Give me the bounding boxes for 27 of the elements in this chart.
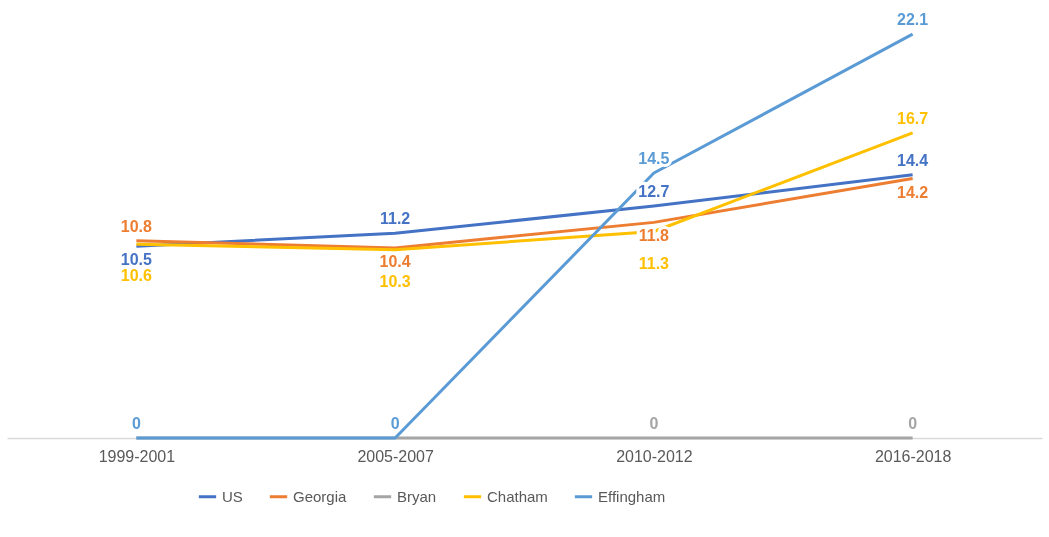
- data-label: 14.5: [638, 150, 670, 168]
- x-tick-label: 1999-2001: [98, 447, 176, 465]
- legend-label: Georgia: [293, 487, 348, 505]
- legend-label: US: [222, 487, 243, 505]
- data-label: 22.1: [897, 11, 929, 29]
- data-label: 0: [908, 415, 918, 432]
- data-label: 16.7: [897, 109, 929, 127]
- data-label: 10.4: [379, 252, 411, 270]
- x-tick-label: 2016-2018: [874, 447, 952, 465]
- data-label: 0: [390, 415, 400, 432]
- legend-label: Bryan: [397, 487, 437, 505]
- data-label: 11.2: [379, 210, 411, 228]
- data-label: 12.7: [638, 182, 670, 200]
- legend-label: Effingham: [598, 487, 666, 505]
- data-label: 0: [649, 415, 659, 432]
- data-label: 0: [131, 415, 141, 432]
- data-label: 14.2: [897, 183, 929, 201]
- data-label: 11.3: [638, 254, 670, 272]
- data-label: 10.3: [379, 272, 411, 290]
- data-label: 14.4: [897, 151, 929, 169]
- data-label: 10.6: [120, 267, 153, 285]
- x-tick-label: 2010-2012: [616, 447, 693, 465]
- data-label: 10.5: [120, 251, 153, 269]
- data-label: 10.8: [120, 217, 153, 235]
- legend-label: Chatham: [487, 487, 548, 505]
- data-label: 11.8: [638, 227, 670, 245]
- x-tick-label: 2005-2007: [357, 447, 434, 465]
